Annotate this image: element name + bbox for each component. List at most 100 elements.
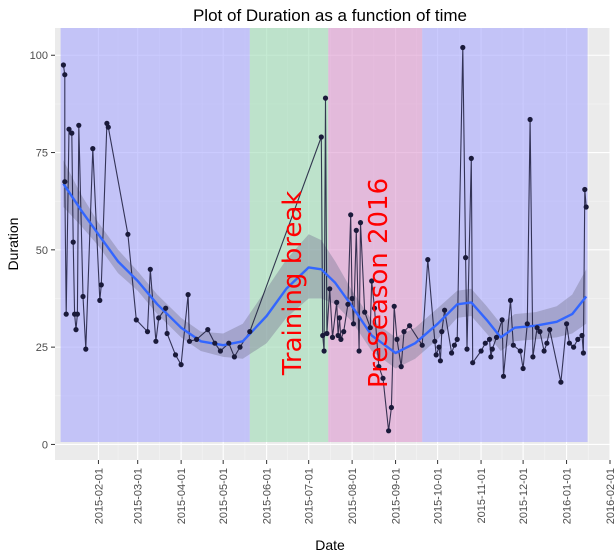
data-point (442, 307, 448, 313)
data-point (186, 338, 193, 344)
y-axis-title: Duration (5, 218, 21, 271)
y-tick-label: 75 (36, 148, 48, 160)
data-point (153, 338, 159, 344)
data-point (338, 336, 344, 342)
data-point (486, 336, 493, 342)
x-tick-label: 2015-10-01 (433, 468, 445, 524)
data-point (558, 379, 564, 385)
data-point (367, 325, 373, 331)
data-point (478, 348, 484, 354)
data-point (156, 315, 162, 321)
data-point (62, 72, 68, 78)
data-point (73, 327, 79, 333)
data-point (356, 348, 362, 354)
region-0 (60, 28, 250, 442)
data-point (318, 134, 324, 140)
data-point (70, 239, 76, 245)
data-point (97, 297, 103, 303)
data-point (398, 364, 404, 370)
data-point (66, 126, 72, 132)
data-point (345, 301, 351, 307)
data-point (575, 336, 581, 342)
data-point (386, 428, 392, 434)
data-point (524, 321, 530, 327)
data-point (185, 292, 191, 298)
y-tick-label: 0 (42, 439, 48, 451)
data-point (493, 334, 500, 340)
data-point (247, 329, 253, 335)
data-point (582, 186, 588, 193)
data-point (433, 352, 439, 358)
data-point (451, 342, 457, 348)
data-point (547, 327, 553, 333)
data-point (579, 332, 585, 339)
data-point (376, 364, 382, 370)
data-point (391, 303, 397, 309)
data-point (436, 344, 442, 350)
data-point (460, 44, 466, 51)
x-tick-label: 2015-02-01 (93, 468, 105, 524)
data-point (322, 95, 329, 101)
data-point (449, 350, 455, 356)
data-point (482, 340, 488, 346)
data-point (62, 179, 68, 185)
data-point (98, 282, 104, 288)
data-point (348, 212, 354, 218)
data-point (69, 130, 75, 136)
data-point (341, 329, 347, 335)
data-point (353, 227, 359, 233)
data-point (212, 340, 218, 346)
season-regions (60, 28, 588, 442)
data-point (463, 255, 469, 261)
data-point (125, 231, 131, 237)
smooth-line (62, 183, 588, 355)
region-label-2: PreSeason 2016 (364, 178, 394, 388)
data-point (566, 340, 573, 346)
x-tick-label: 2016-02-01 (605, 468, 615, 524)
data-point (163, 305, 169, 311)
x-tick-label: 2015-08-01 (347, 468, 359, 524)
data-point (439, 329, 445, 335)
data-point (541, 348, 547, 354)
region-2 (328, 28, 423, 442)
y-axis-ticks: 0 25 50 75 100 (30, 50, 55, 451)
data-point (507, 297, 514, 303)
data-point (83, 346, 89, 352)
region-label-1: Training break (278, 191, 308, 376)
data-point (336, 315, 343, 321)
data-point (517, 348, 523, 354)
data-point (362, 309, 368, 315)
x-tick-label: 2016-01-01 (562, 468, 574, 524)
data-point (217, 348, 223, 354)
data-point (357, 220, 364, 226)
data-point (231, 354, 237, 360)
x-tick-label: 2015-03-01 (133, 468, 145, 524)
x-axis-title: Date (315, 537, 345, 553)
data-point (534, 325, 540, 331)
data-point (407, 323, 413, 329)
data-point (74, 311, 80, 317)
region-3 (422, 28, 588, 442)
data-point (580, 350, 587, 356)
x-axis-ticks: 2015-02-01 2015-03-01 2015-04-01 2015-05-01… (93, 460, 615, 524)
data-point (537, 329, 543, 335)
data-point (499, 317, 505, 323)
data-point (350, 321, 357, 327)
data-point (432, 338, 438, 344)
data-point (327, 286, 333, 292)
x-tick-label: 2015-05-01 (218, 468, 230, 524)
data-point (147, 266, 153, 272)
x-tick-label: 2015-06-01 (262, 468, 274, 524)
data-point (80, 293, 86, 300)
data-point (60, 62, 66, 68)
data-point (205, 327, 211, 333)
data-point (237, 344, 243, 350)
data-point (419, 342, 425, 348)
data-point (394, 336, 400, 342)
data-point (527, 116, 533, 123)
data-point (454, 336, 460, 342)
data-point (105, 124, 111, 130)
data-point (334, 299, 340, 305)
region-1 (249, 28, 329, 442)
